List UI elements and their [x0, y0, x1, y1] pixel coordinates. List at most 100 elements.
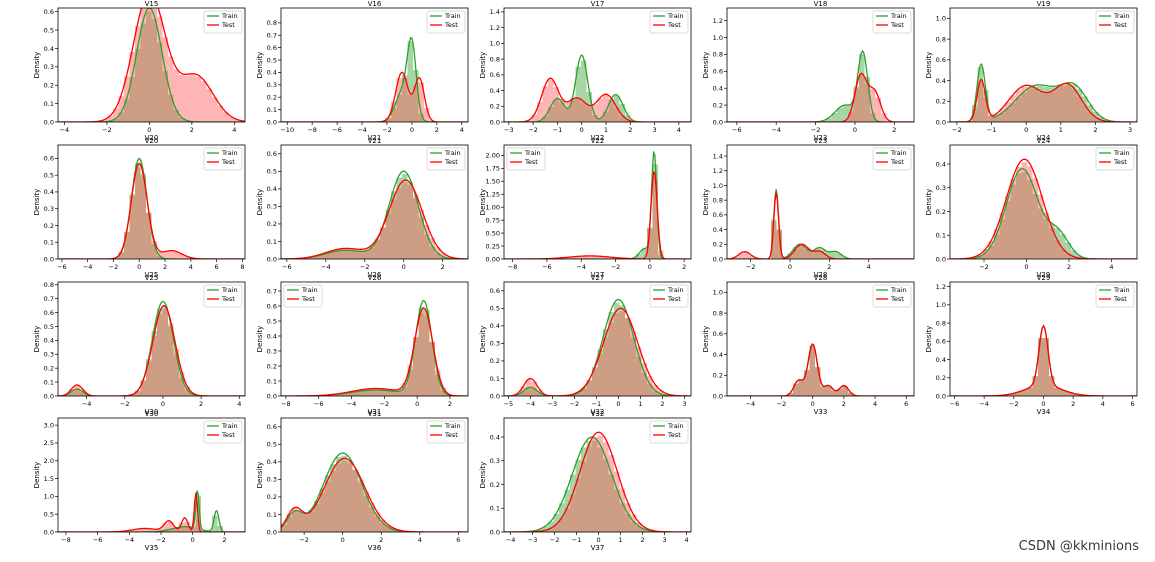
hist-bar-test: [118, 251, 124, 259]
hist-bar-train: [151, 244, 157, 259]
plot-frame: [503, 7, 692, 123]
x-tick-label: −2: [611, 263, 621, 271]
legend-label-test: Test: [1113, 158, 1127, 166]
hist-bar-train: [369, 247, 375, 259]
hist-bar-test: [570, 494, 576, 532]
hist-bar-train: [559, 102, 565, 122]
x-tick-label: 0: [137, 263, 141, 271]
x-tick-label: 0: [1041, 400, 1045, 408]
hist-bar-test: [234, 119, 240, 122]
hist-bar-test: [391, 390, 397, 396]
y-tick-label: 0.0: [44, 255, 54, 263]
y-tick-label: 0.2: [267, 493, 277, 501]
hist-bar-train: [385, 209, 391, 259]
hist-bar-train: [1005, 394, 1011, 396]
hist-bar-test: [173, 69, 179, 122]
hist-bar-train: [658, 393, 664, 396]
x-tick-label: −6: [732, 126, 742, 134]
legend-label-test: Test: [444, 21, 458, 29]
hist-bar-test: [107, 115, 113, 122]
hist-bar-test: [297, 510, 303, 532]
hist-bar-train: [429, 342, 435, 396]
x-tick-label: −4: [771, 126, 781, 134]
hist-bar-train: [1010, 184, 1016, 259]
x-tick-label: −4: [746, 400, 756, 408]
kde-line-train: [281, 452, 468, 532]
legend-label-test: Test: [667, 431, 681, 439]
hist-bar-train: [1071, 250, 1077, 259]
x-tick-label: 1: [604, 126, 608, 134]
kde-line-train: [950, 168, 1137, 259]
hist-bar-train: [129, 77, 135, 122]
y-tick-label: 0.7: [267, 32, 277, 40]
x-axis-label: V31: [368, 408, 382, 416]
hist-bar-train: [118, 252, 124, 259]
subplot-title: V32: [591, 410, 605, 418]
hist-bar-test: [1005, 195, 1011, 259]
y-tick-label: 0.5: [490, 305, 500, 313]
hist-bar-train: [1038, 337, 1044, 396]
hist-bar-train: [440, 390, 446, 396]
plot-frame: [726, 281, 915, 397]
x-tick-label: −4: [82, 400, 92, 408]
hist-bar-train: [553, 99, 559, 122]
x-tick-label: −6: [542, 263, 552, 271]
x-tick-label: −6: [282, 263, 292, 271]
y-tick-label: 1.50: [486, 178, 500, 186]
x-tick-label: 2: [628, 126, 632, 134]
hist-bar-test: [1016, 166, 1022, 259]
hist-bar-test: [586, 105, 592, 122]
plot-frame: [949, 144, 1138, 260]
x-axis-label: V21: [368, 134, 382, 142]
y-tick-label: 0.4: [490, 433, 500, 441]
hist-bar-train: [1071, 84, 1077, 122]
subplot-v23: −2 0 2 4 0.0 0.2 0.4 0.6 0.8 1.0 1.2 1.4 V23 V28 Densi…: [702, 137, 915, 279]
legend-label-train: Train: [1113, 286, 1130, 294]
hist-bar-train: [151, 19, 157, 122]
plot-frame: [280, 144, 469, 260]
hist-bar-train: [314, 500, 320, 532]
hist-bar-train: [581, 447, 587, 532]
subplot-v27: −5 −4 −3 −2 −1 0 1 2 3 0.0 0.1 0.2 0.3 0.4 0.5 0.6 V27 V3…: [479, 274, 692, 416]
hist-bar-test: [201, 81, 207, 122]
hist-bar-test: [542, 530, 548, 532]
y-tick-label: 0.8: [713, 51, 723, 59]
x-axis-label: V25: [145, 271, 159, 279]
hist-bar-test: [118, 95, 124, 122]
hist-bar-test: [206, 88, 212, 122]
hist-bar-test: [135, 167, 141, 259]
x-tick-label: 2: [448, 400, 452, 408]
hist-bar-train: [184, 389, 190, 396]
y-tick-label: 0.0: [44, 528, 54, 536]
hist-bar-test: [564, 508, 570, 532]
hist-bar-test: [369, 245, 375, 259]
legend-label-train: Train: [444, 422, 461, 430]
plot-area: [950, 324, 1137, 396]
hist-bar-test: [641, 363, 647, 396]
hist-bar-train: [837, 107, 843, 122]
y-tick-label: 0.2: [267, 362, 277, 370]
x-tick-label: −2: [1009, 400, 1019, 408]
hist-bar-test: [336, 463, 342, 532]
hist-bar-train: [994, 234, 1000, 259]
hist-bar-train: [1087, 104, 1093, 122]
hist-bar-test: [575, 478, 581, 532]
hist-bar-test: [146, 361, 152, 396]
hist-bar-train: [358, 391, 364, 396]
kde-line-test: [281, 179, 468, 259]
hist-bar-train: [820, 386, 826, 396]
subplot-title: V17: [591, 0, 605, 8]
hist-bar-test: [1098, 120, 1104, 122]
hist-bar-train: [69, 391, 75, 396]
plot-frame: [503, 144, 692, 260]
y-tick-label: 1.0: [713, 289, 723, 297]
hist-bar-test: [168, 250, 174, 259]
x-axis-label: V20: [145, 134, 159, 142]
y-tick-label: 0.1: [490, 375, 500, 383]
hist-bar-train: [575, 459, 581, 532]
hist-bar-train: [537, 529, 543, 532]
x-tick-label: 6: [215, 263, 219, 271]
y-tick-label: 0.2: [936, 98, 946, 106]
